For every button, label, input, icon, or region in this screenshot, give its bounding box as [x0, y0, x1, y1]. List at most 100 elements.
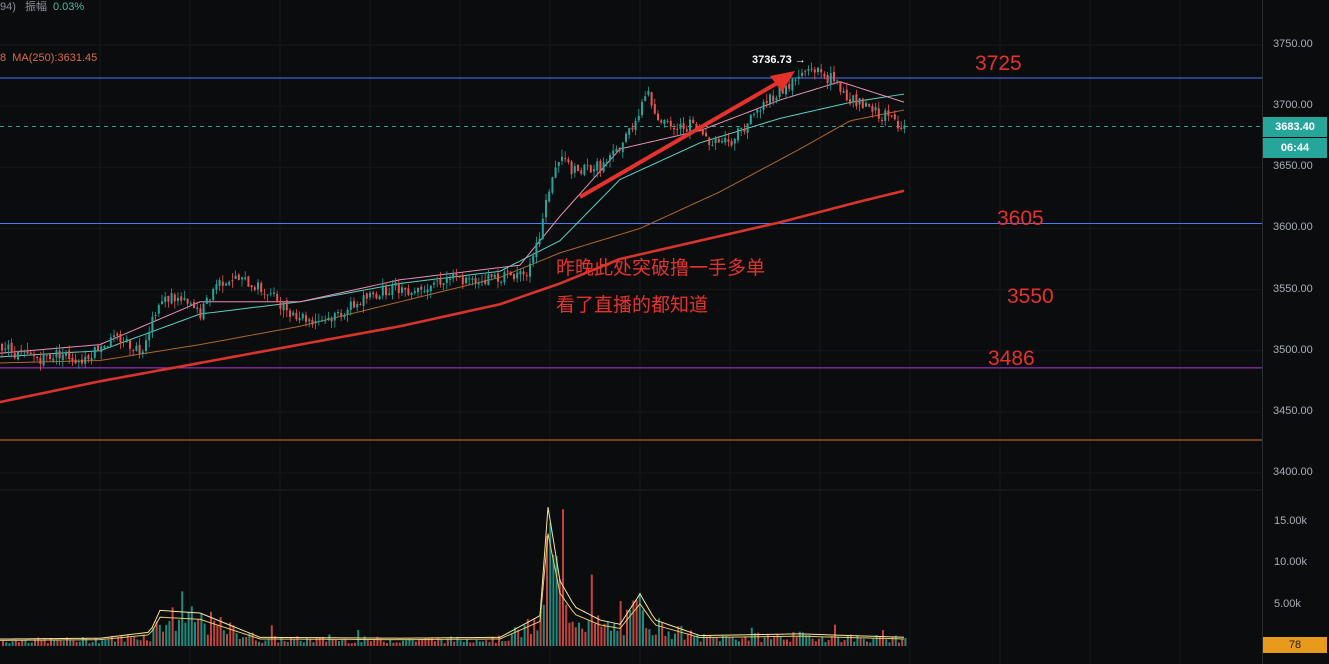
- volume-bar: [712, 637, 715, 646]
- candle-body: [676, 128, 679, 130]
- volume-bar: [21, 640, 24, 646]
- candle-body: [756, 109, 759, 113]
- volume-bar: [814, 641, 817, 646]
- candle-body: [647, 90, 650, 95]
- candle-body: [189, 303, 192, 305]
- candle-body: [413, 291, 416, 294]
- volume-bar: [379, 638, 382, 646]
- volume-bar: [338, 641, 340, 646]
- volume-bar: [600, 626, 603, 646]
- volume-bar: [88, 643, 91, 646]
- candle-body: [701, 129, 704, 135]
- candle-body: [609, 155, 611, 161]
- volume-bar: [149, 641, 152, 646]
- volume-bar: [683, 639, 686, 646]
- candle-body: [637, 116, 640, 121]
- candle-body: [593, 169, 595, 172]
- volume-bar: [782, 639, 785, 646]
- volume-bar: [392, 642, 395, 646]
- candle-body: [836, 80, 839, 82]
- candle-body: [157, 305, 160, 314]
- volume-bar: [622, 635, 625, 646]
- volume-bar: [578, 622, 580, 646]
- volume-bar: [546, 535, 548, 646]
- volume-bar: [856, 635, 859, 646]
- candle-body: [871, 105, 874, 112]
- candle-body: [877, 108, 880, 119]
- candle-body: [801, 72, 803, 76]
- price-tick-label: 3700.00: [1273, 99, 1313, 112]
- volume-bar: [190, 606, 193, 646]
- candle-body: [17, 350, 19, 360]
- volume-bar: [594, 623, 596, 646]
- volume-bar: [840, 642, 843, 646]
- candle-body: [865, 102, 867, 107]
- volume-bar: [587, 620, 590, 646]
- candle-body: [893, 114, 896, 120]
- candle-body: [417, 287, 419, 293]
- volume-bar: [715, 637, 718, 646]
- volume-bar: [258, 641, 260, 646]
- volume-ma-line: [0, 507, 905, 640]
- candle-body: [154, 314, 157, 316]
- candle-body: [634, 120, 637, 131]
- volume-bar: [2, 640, 4, 646]
- candle-body: [791, 79, 794, 91]
- candle-body: [138, 344, 141, 354]
- volume-bar: [120, 635, 123, 646]
- candle-body: [269, 293, 272, 295]
- volume-bar: [635, 599, 638, 646]
- volume-bar: [203, 623, 206, 646]
- candle-body: [721, 141, 723, 143]
- candle-body: [881, 119, 883, 121]
- volume-bar: [293, 638, 296, 646]
- candle-body: [599, 160, 602, 172]
- candle-body: [161, 301, 163, 305]
- axis-divider: [1262, 0, 1263, 664]
- volume-bar: [872, 638, 875, 646]
- volume-bar: [462, 641, 465, 646]
- candle-body: [615, 148, 618, 152]
- volume-bar: [450, 636, 452, 646]
- volume-bar: [11, 641, 14, 646]
- volume-bar: [562, 509, 564, 646]
- volume-bar: [901, 639, 904, 646]
- volume-bar: [344, 638, 347, 646]
- volume-bar: [165, 625, 168, 646]
- volume-bar: [171, 607, 174, 646]
- candle-body: [506, 271, 509, 273]
- candle-body: [714, 138, 717, 144]
- volume-bar: [610, 630, 612, 646]
- candle-body: [221, 281, 224, 286]
- volume-bar: [798, 631, 801, 646]
- candle-body: [874, 107, 877, 111]
- volume-bar: [341, 639, 344, 646]
- volume-bar: [354, 642, 356, 646]
- candle-body: [394, 282, 397, 286]
- candle-body: [23, 351, 26, 353]
- candle-body: [359, 304, 362, 306]
- volume-bar: [376, 636, 379, 646]
- candle-body: [708, 137, 711, 146]
- volume-bar: [187, 611, 190, 646]
- candle-body: [7, 344, 10, 350]
- candle-body: [548, 191, 551, 202]
- candle-body: [545, 199, 547, 218]
- candle-body: [554, 167, 557, 178]
- candle-body: [301, 313, 304, 319]
- volume-bar: [40, 640, 43, 646]
- candle-body: [900, 127, 903, 129]
- volume-bar: [226, 634, 228, 646]
- volume-bar: [194, 622, 196, 646]
- volume-bar: [558, 579, 561, 646]
- volume-bar: [283, 641, 286, 646]
- candle-body: [631, 127, 634, 130]
- candle-body: [810, 68, 813, 70]
- candle-body: [125, 338, 128, 343]
- candle-body: [577, 164, 579, 172]
- volume-bar: [581, 628, 584, 646]
- candle-body: [314, 320, 317, 324]
- volume-bar: [846, 635, 849, 646]
- candle-body: [276, 293, 279, 303]
